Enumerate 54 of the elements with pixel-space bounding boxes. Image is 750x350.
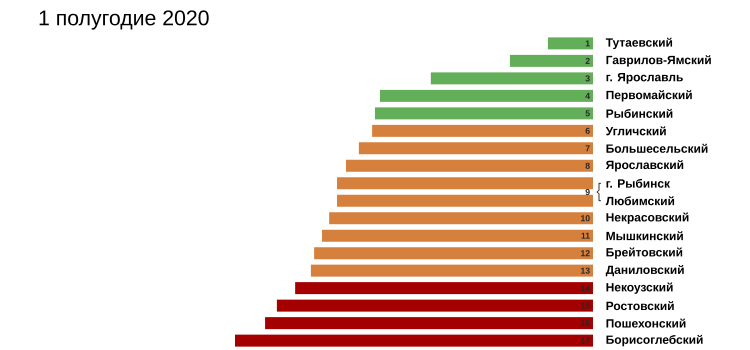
annotation: 16	[581, 320, 590, 326]
annotation: 14	[581, 285, 590, 292]
y-tick-label: Первомайский	[606, 90, 692, 102]
annotation: 12	[581, 250, 590, 256]
bar	[346, 160, 594, 172]
y-tick-label: Рыбинский	[606, 108, 672, 118]
y-tick-label: г. Рыбинск	[606, 178, 670, 188]
y-tick-label: Мышкинский	[606, 231, 683, 240]
bar	[329, 212, 594, 224]
y-tick-label: Борисоглебский	[606, 334, 703, 346]
bar	[358, 142, 594, 154]
bar	[310, 264, 594, 277]
bar	[380, 90, 594, 102]
bar	[337, 177, 594, 190]
y-tick-label: Пошехонский	[606, 318, 686, 328]
bar	[295, 282, 594, 294]
annotation: 11	[581, 232, 590, 239]
bar	[548, 37, 594, 50]
y-tick-label: Брейтовский	[606, 248, 682, 259]
y-tick-label: Угличский	[606, 126, 666, 136]
annotation: 8	[586, 162, 590, 169]
annotation: 4	[585, 92, 590, 99]
bar	[372, 124, 594, 137]
y-tick-label: Гаврилов-Ямский	[606, 55, 711, 67]
bar	[235, 334, 594, 347]
bar	[510, 54, 594, 67]
bar	[337, 194, 594, 207]
chart-title: 1 полугодие 2020	[40, 10, 209, 30]
annotation: 9	[586, 188, 590, 196]
annotation: 17	[581, 338, 590, 344]
annotation: 5	[586, 110, 590, 116]
annotation: 7	[586, 145, 590, 152]
y-tick-label: Большесельский	[606, 144, 708, 153]
annotation: 2	[586, 58, 590, 64]
y-tick-label: Ростовский	[606, 301, 674, 310]
y-tick-label: Даниловский	[606, 265, 684, 276]
bar	[430, 72, 594, 84]
bar	[322, 230, 594, 242]
bar	[276, 300, 594, 312]
annotation: 15	[581, 302, 590, 309]
annotation: 3	[585, 75, 590, 82]
bar	[314, 247, 594, 260]
y-tick-label: Тутаевский	[606, 38, 672, 50]
y-tick-label: г. Ярославль	[606, 73, 683, 84]
y-tick-label: Любимский	[606, 196, 674, 206]
y-tick-label: Некрасовский	[606, 212, 688, 224]
annotation: 13	[581, 268, 590, 274]
y-tick-label: Некоузский	[606, 282, 673, 294]
bar	[374, 107, 594, 120]
annotation: 10	[581, 215, 590, 222]
annotation: 1	[586, 40, 590, 46]
annotation: 6	[586, 128, 590, 134]
bar	[265, 317, 594, 330]
y-tick-label: Ярославский	[606, 160, 684, 172]
